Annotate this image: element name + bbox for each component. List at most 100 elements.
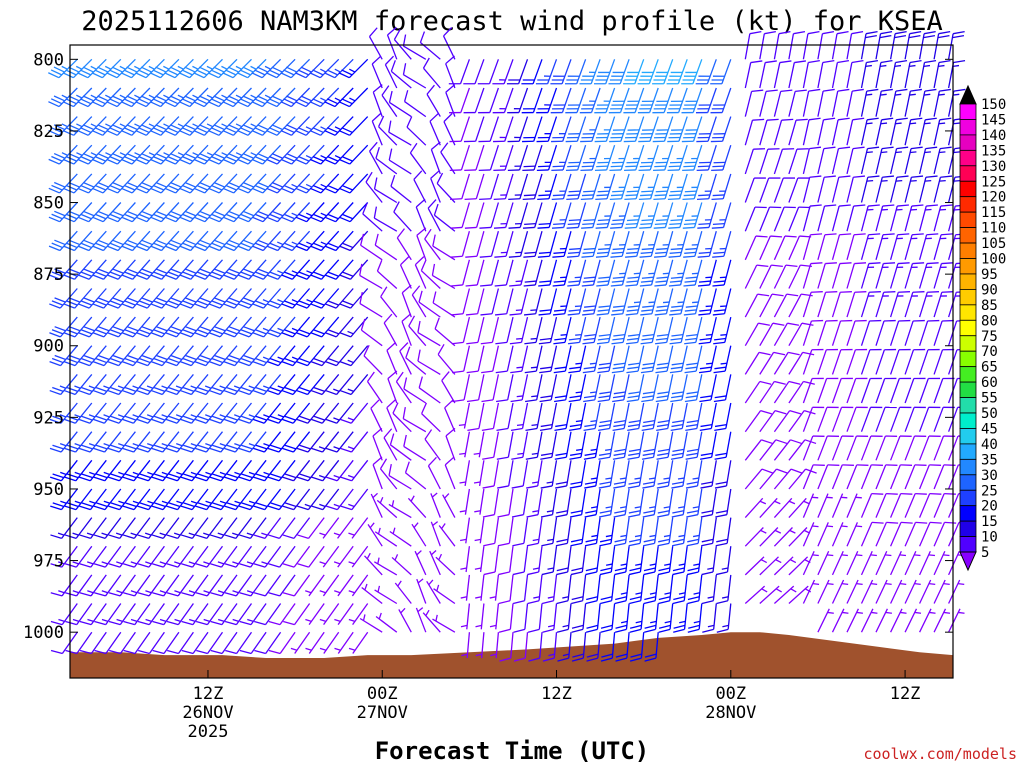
wind-barb — [889, 204, 909, 232]
wind-barb — [584, 517, 601, 547]
wind-barb — [947, 59, 966, 89]
wind-barb — [78, 431, 107, 453]
wind-barb — [458, 402, 471, 429]
wind-barb — [137, 488, 165, 511]
wind-barb — [697, 202, 717, 229]
wind-barb — [744, 264, 769, 289]
wind-barb — [759, 206, 782, 232]
wind-barb — [449, 87, 471, 114]
wind-barb — [613, 517, 630, 547]
wind-barb — [875, 59, 893, 89]
wind-barb — [338, 144, 369, 165]
wind-barb — [251, 202, 282, 223]
wind-barb — [713, 345, 732, 374]
wind-barb — [641, 402, 659, 431]
colorbar-label: 35 — [981, 452, 998, 468]
wind-barb — [296, 459, 325, 482]
wind-barb — [326, 488, 354, 511]
wind-barb — [266, 202, 296, 223]
wind-barb — [567, 288, 587, 316]
wind-barb — [579, 87, 601, 114]
wind-barb — [711, 202, 732, 229]
wind-barb — [510, 374, 529, 403]
wind-barb — [890, 608, 907, 633]
wind-barb — [309, 144, 340, 165]
wind-barb — [697, 231, 717, 258]
wind-barb — [670, 374, 688, 403]
wind-barb — [642, 517, 659, 547]
wind-barb — [371, 112, 383, 146]
wind-barb — [49, 288, 78, 309]
wind-barb — [180, 517, 209, 539]
wind-barb — [334, 631, 354, 654]
wind-barb — [599, 517, 616, 547]
wind-barb — [50, 488, 78, 511]
wind-barb — [390, 175, 412, 204]
wind-barb — [311, 431, 340, 453]
wind-barb — [933, 550, 950, 576]
wind-barb — [48, 116, 78, 136]
wind-barb — [686, 517, 703, 547]
wind-barb — [437, 344, 456, 375]
wind-barb — [948, 608, 965, 633]
wind-barb — [904, 117, 923, 146]
wind-barb — [656, 402, 674, 431]
wind-barb — [193, 202, 223, 223]
wind-barb — [389, 527, 412, 547]
wind-barb — [282, 545, 311, 568]
colorbar-swatch — [959, 196, 977, 213]
wind-barb — [773, 60, 792, 89]
wind-barb — [744, 60, 763, 89]
wind-barb — [402, 63, 427, 89]
wind-barb — [744, 293, 770, 318]
wind-barb — [831, 117, 850, 146]
wind-barb — [62, 116, 93, 136]
wind-barb — [933, 377, 955, 404]
wind-barb — [449, 116, 471, 143]
wind-barb — [122, 373, 151, 396]
colorbar-swatch — [959, 103, 977, 120]
wind-barb — [386, 341, 398, 375]
wind-barb — [773, 468, 803, 490]
credit-text: coolwx.com/models — [863, 745, 1017, 763]
wind-barb — [193, 87, 223, 108]
wind-barb — [393, 201, 412, 232]
wind-barb — [652, 59, 674, 85]
wind-barb — [340, 459, 369, 482]
wind-barb — [381, 85, 398, 117]
wind-barb — [77, 230, 107, 252]
wind-barb — [744, 439, 773, 461]
wind-barb — [480, 259, 500, 287]
wind-barb — [181, 631, 209, 655]
wind-barb — [817, 146, 836, 175]
wind-barb — [123, 603, 151, 626]
wind-barb — [48, 259, 78, 280]
wind-barb — [511, 488, 529, 518]
wind-barb — [92, 316, 122, 338]
colorbar-swatch — [959, 350, 977, 368]
wind-barb — [831, 175, 851, 203]
wind-barb — [91, 116, 122, 136]
wind-barb — [586, 632, 601, 662]
wind-barb — [135, 58, 165, 79]
wind-barb — [238, 459, 267, 482]
wind-barb — [918, 464, 942, 490]
wind-barb — [644, 632, 659, 662]
wind-barb — [686, 488, 703, 518]
wind-barb — [639, 202, 659, 229]
wind-barb — [875, 464, 898, 490]
wind-barb — [846, 348, 868, 375]
wind-barb — [571, 632, 587, 662]
wind-barb — [875, 435, 898, 461]
wind-barb — [207, 116, 238, 136]
wind-barb — [860, 464, 883, 490]
wind-barb — [860, 348, 882, 375]
wind-barb — [875, 521, 899, 547]
colorbar-label: 55 — [981, 391, 998, 407]
wind-barb — [375, 146, 398, 175]
wind-barb — [368, 141, 383, 175]
wind-barb — [682, 202, 703, 229]
wind-barb — [121, 230, 151, 252]
wind-barb — [106, 87, 136, 108]
